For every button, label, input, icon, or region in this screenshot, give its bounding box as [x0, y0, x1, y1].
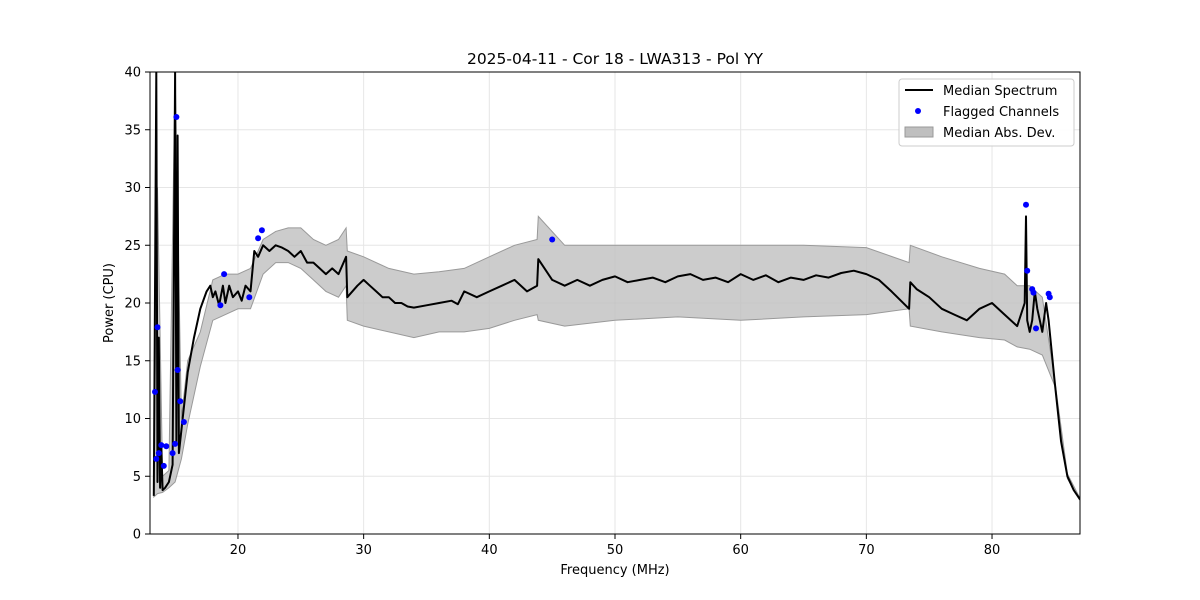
- flagged-channel-point: [160, 462, 167, 469]
- x-tick-label: 60: [732, 543, 749, 558]
- flagged-channel-point: [1023, 201, 1029, 208]
- y-tick-label: 25: [124, 239, 141, 254]
- flagged-channel-point: [155, 450, 162, 457]
- median-abs-dev-band: [153, 72, 1080, 502]
- legend: Median Spectrum Flagged Channels Median …: [898, 78, 1075, 147]
- x-tick-label: 20: [230, 543, 247, 558]
- x-axis: 20 30 40 50 60 70 80: [230, 534, 1001, 558]
- flagged-channel-point: [255, 235, 262, 242]
- flagged-channel-point: [1033, 325, 1039, 332]
- legend-label-median-spectrum: Median Spectrum: [943, 84, 1057, 99]
- legend-patch-swatch: [904, 126, 934, 138]
- y-tick-label: 10: [124, 412, 141, 427]
- flagged-channel-point: [1046, 294, 1053, 301]
- flagged-channel-point: [177, 398, 184, 405]
- y-tick-label: 35: [124, 123, 141, 138]
- flagged-channel-point: [258, 227, 265, 234]
- flagged-channel-point: [172, 440, 179, 447]
- flagged-channel-point: [217, 302, 224, 309]
- y-tick-label: 40: [124, 66, 141, 81]
- y-axis: 0 5 10 15 20 25 30 35 40: [124, 66, 150, 543]
- flagged-channel-point: [163, 443, 170, 450]
- flagged-channel-point: [152, 388, 158, 395]
- flagged-channel-point: [1030, 289, 1037, 296]
- legend-label-median-abs-dev: Median Abs. Dev.: [943, 126, 1055, 141]
- flagged-channel-point: [174, 367, 181, 373]
- chart-title: 2025-04-11 - Cor 18 - LWA313 - Pol YY: [467, 50, 764, 68]
- flagged-channel-point: [221, 271, 228, 278]
- y-axis-label: Power (CPU): [102, 263, 117, 343]
- y-tick-label: 15: [124, 354, 141, 369]
- flagged-channel-point: [173, 114, 180, 120]
- legend-label-flagged-channels: Flagged Channels: [943, 105, 1059, 120]
- x-tick-label: 80: [984, 543, 1001, 558]
- x-axis-label: Frequency (MHz): [560, 563, 669, 578]
- y-tick-label: 20: [124, 297, 141, 312]
- legend-box: [898, 78, 1075, 147]
- x-tick-label: 40: [481, 543, 498, 558]
- y-tick-label: 0: [133, 528, 141, 543]
- flagged-channel-point: [158, 442, 165, 449]
- y-tick-label: 30: [124, 181, 141, 196]
- flagged-channel-point: [246, 294, 253, 301]
- flagged-channel-point: [549, 236, 556, 243]
- x-tick-label: 50: [607, 543, 624, 558]
- x-tick-label: 70: [858, 543, 875, 558]
- y-tick-label: 5: [133, 470, 141, 485]
- flagged-channel-point: [153, 455, 160, 462]
- plot-area: [152, 72, 1080, 502]
- flagged-channel-point: [154, 324, 161, 331]
- flagged-channel-point: [180, 419, 187, 425]
- flagged-channel-point: [169, 450, 176, 457]
- flagged-channel-point: [1024, 267, 1031, 274]
- legend-marker-swatch: [915, 108, 921, 114]
- median-spectrum-line: [152, 72, 1080, 500]
- x-tick-label: 30: [355, 543, 372, 558]
